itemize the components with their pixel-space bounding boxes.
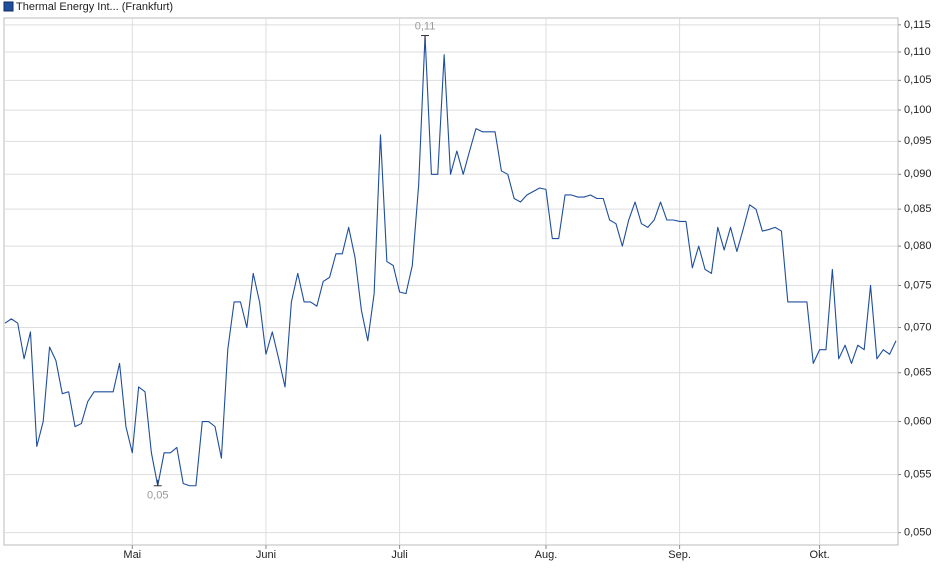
legend-swatch [3, 1, 14, 12]
y-tick-label: 0,090 [904, 168, 932, 180]
y-tick-label: 0,115 [904, 19, 931, 31]
y-tick-label: 0,075 [904, 279, 932, 291]
plot-border [3, 17, 899, 546]
x-tick-label: Mai [123, 549, 141, 561]
y-tick-label: 0,110 [904, 46, 931, 58]
y-tick-label: 0,085 [904, 203, 932, 215]
price-line [4, 35, 897, 487]
y-tick-label: 0,070 [904, 321, 932, 333]
legend-label: Thermal Energy Int... (Frankfurt) [16, 1, 173, 13]
y-tick-label: 0,060 [904, 415, 932, 427]
y-tick-label: 0,050 [904, 527, 932, 539]
value-label: 0,11 [415, 20, 436, 32]
y-tick-label: 0,105 [904, 74, 932, 86]
value-label: 0,05 [147, 490, 168, 502]
x-tick-label: Juli [391, 549, 408, 561]
x-tick-label: Okt. [810, 549, 830, 561]
y-tick-label: 0,095 [904, 135, 932, 147]
y-tick-label: 0,080 [904, 240, 932, 252]
y-tick-label: 0,065 [904, 367, 932, 379]
x-tick-label: Juni [256, 549, 276, 561]
y-tick-label: 0,055 [904, 468, 932, 480]
x-tick-label: Aug. [535, 549, 558, 561]
y-tick-label: 0,100 [904, 104, 932, 116]
x-tick-label: Sep. [668, 549, 691, 561]
